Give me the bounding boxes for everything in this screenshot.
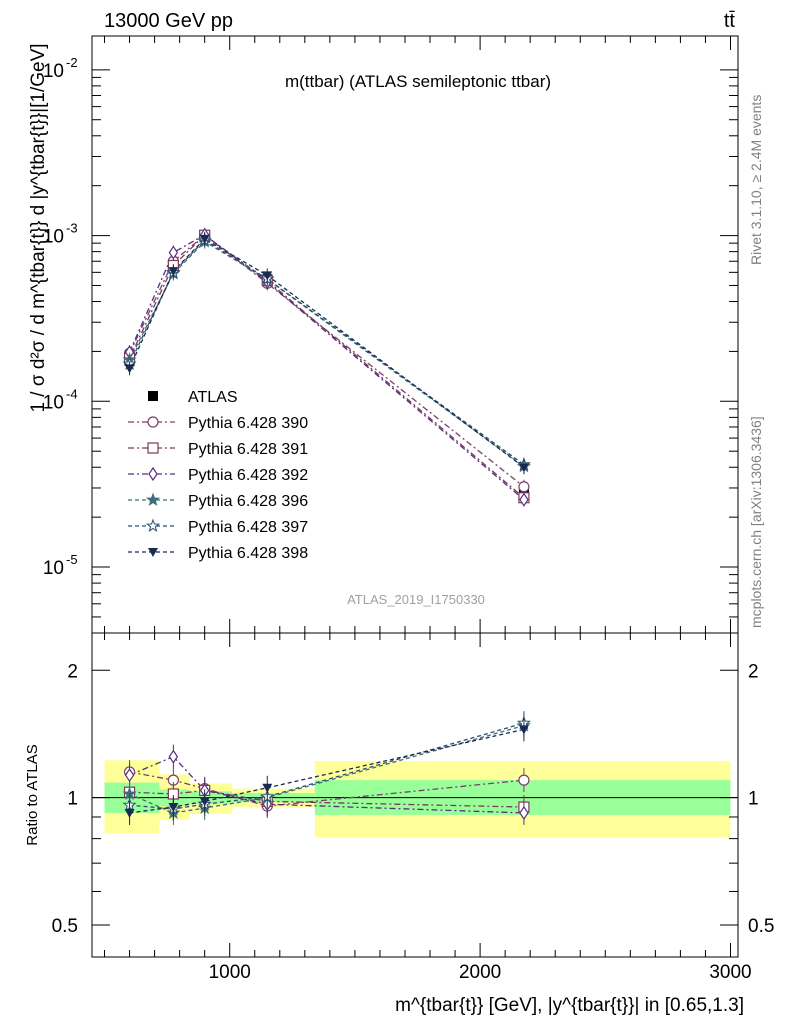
main-y-tick-label-10^-4: 10	[43, 392, 64, 413]
rivet-version-label: Rivet 3.1.10, ≥ 2.4M events	[748, 95, 764, 265]
main-point-6-4	[518, 463, 529, 473]
ratio-point-5-2	[199, 797, 210, 807]
ratio-y-tick-label-0.5: 0.5	[52, 916, 78, 937]
legend-label-6: Pythia 6.428 398	[188, 545, 308, 562]
ratio-line-series-5	[129, 728, 525, 814]
header-left: 13000 GeV pp	[104, 10, 233, 32]
legend-marker-0	[148, 391, 158, 401]
ratio-line-series-0	[129, 771, 524, 807]
main-point-1-4	[518, 481, 530, 493]
legend-label-0: ATLAS	[188, 389, 238, 406]
legend-label-2: Pythia 6.428 391	[188, 441, 308, 458]
ratio-point-5-0	[124, 808, 135, 818]
axes-ticks	[92, 36, 738, 957]
analysis-label: ATLAS_2019_I1750330	[347, 592, 485, 607]
main-y-axis-label: 1 / σ d²σ / d m^{tbar{t}} d |y^{tbar{t}}…	[28, 43, 49, 412]
legend-label-5: Pythia 6.428 397	[188, 519, 308, 536]
ratio-y-tick-label-right-2: 2	[748, 661, 759, 682]
ratio-y-tick-label-1: 1	[67, 789, 78, 810]
ratio-point-2-0	[124, 768, 135, 783]
main-y-tick-label-10^-3: 10	[43, 227, 64, 248]
legend-marker-5	[145, 518, 161, 533]
main-line-series-3	[128, 234, 525, 501]
ratio-point-5-4	[518, 725, 529, 735]
ratio-y-tick-label-2: 2	[67, 661, 78, 682]
main-line-series-6	[128, 238, 525, 468]
header-right: tt̄	[724, 10, 736, 32]
main-y-tick-label-10^-5: 10	[43, 558, 64, 579]
main-point-6-1	[168, 267, 179, 277]
ratio-point-5-1	[168, 803, 179, 813]
main-line-series-4	[128, 240, 525, 467]
main-point-6-3	[262, 271, 273, 281]
main-point-6-0	[124, 364, 135, 374]
ratio-panel-frame	[91, 632, 739, 958]
main-y-tick-label-10^-2: 10	[43, 61, 64, 82]
ratio-y-axis-label: Ratio to ATLAS	[24, 744, 41, 845]
legend-label-1: Pythia 6.428 390	[188, 415, 308, 432]
legend-label-4: Pythia 6.428 396	[188, 493, 308, 510]
chart-title: m(ttbar) (ATLAS semileptonic ttbar)	[285, 72, 551, 91]
x-tick-label-1000: 1000	[209, 962, 251, 983]
ratio-point-2-4	[519, 805, 529, 821]
series-markers	[122, 227, 531, 825]
ratio-line-series-4	[129, 722, 525, 810]
main-line-series-2	[128, 234, 525, 499]
x-tick-label-3000: 3000	[709, 962, 751, 983]
main-point-3-1	[168, 245, 179, 260]
main-y-tick-exp-10^-4: -4	[66, 386, 78, 401]
main-point-3-4	[519, 492, 529, 507]
legend-marker-2	[147, 442, 159, 454]
main-line-series-5	[128, 239, 525, 466]
mcplots-label: mcplots.cern.ch [arXiv:1306.3436]	[748, 416, 764, 628]
legend-marker-6	[148, 548, 158, 557]
ratio-y-tick-label-right-0.5: 0.5	[748, 916, 774, 937]
main-y-tick-exp-10^-5: -5	[66, 552, 78, 567]
legend-marker-4	[145, 492, 161, 507]
ratio-point-2-1	[168, 749, 179, 764]
legend: ATLAS Pythia 6.428 390 Pythia 6.428 391 Pyt…	[128, 389, 308, 562]
x-tick-label-2000: 2000	[459, 962, 501, 983]
ratio-uncertainty-bands	[92, 760, 738, 838]
main-panel-frame	[91, 35, 739, 634]
main-y-tick-exp-10^-2: -2	[66, 55, 78, 70]
ratio-point-5-3	[262, 783, 273, 793]
legend-marker-3	[148, 466, 158, 482]
legend-label-3: Pythia 6.428 392	[188, 467, 308, 484]
legend-marker-1	[147, 416, 159, 428]
main-point-6-2	[199, 234, 210, 244]
ratio-y-tick-label-right-1: 1	[748, 789, 759, 810]
main-y-tick-exp-10^-3: -3	[66, 221, 78, 236]
ratio-point-0-4	[518, 774, 530, 786]
x-axis-label: m^{tbar{t}} [GeV], |y^{tbar{t}}| in [0.6…	[395, 995, 744, 1016]
